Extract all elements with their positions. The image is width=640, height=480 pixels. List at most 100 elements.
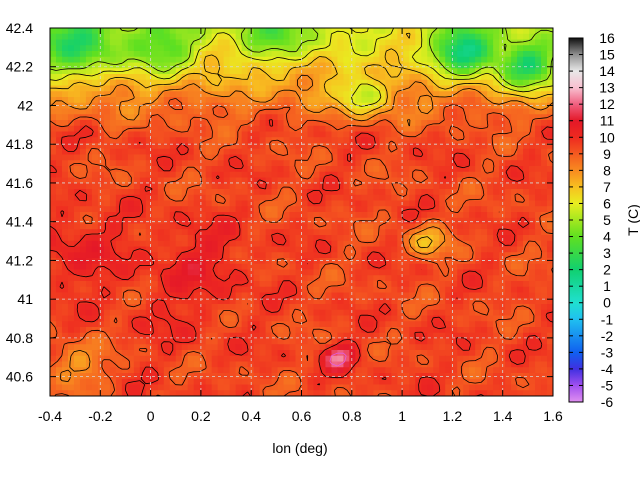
heatmap-cell [511, 102, 518, 110]
heatmap-cell [337, 183, 345, 190]
heatmap-cell [295, 350, 303, 357]
heatmap-cell [547, 361, 553, 368]
heatmap-cell [61, 131, 69, 138]
heatmap-cell [163, 292, 171, 299]
heatmap-cell [427, 166, 434, 173]
heatmap-cell [349, 217, 356, 225]
heatmap-cell [223, 281, 231, 288]
heatmap-cell [457, 62, 464, 69]
heatmap-cell [253, 269, 261, 276]
heatmap-cell [139, 263, 147, 271]
heatmap-cell [403, 28, 410, 35]
heatmap-cell [439, 189, 446, 196]
heatmap-cell [331, 39, 339, 46]
heatmap-cell [463, 166, 470, 173]
heatmap-cell [61, 33, 69, 41]
heatmap-cell [493, 223, 500, 230]
heatmap-cell [313, 298, 321, 305]
heatmap-cell [151, 68, 159, 75]
heatmap-cell [355, 183, 362, 190]
heatmap-cell [103, 56, 111, 64]
heatmap-cell [79, 235, 87, 242]
heatmap-cell [50, 160, 57, 167]
heatmap-cell [451, 315, 458, 322]
heatmap-cell [439, 183, 446, 190]
heatmap-cell [361, 281, 368, 288]
heatmap-cell [79, 120, 87, 127]
heatmap-cell [121, 269, 129, 276]
heatmap-cell [253, 361, 261, 368]
heatmap-cell [481, 327, 488, 334]
heatmap-cell [181, 355, 189, 363]
heatmap-cell [337, 79, 345, 87]
heatmap-cell [403, 252, 410, 259]
heatmap-cell [205, 240, 213, 248]
heatmap-cell [223, 223, 231, 230]
heatmap-cell [307, 258, 315, 265]
heatmap-cell [97, 143, 105, 150]
heatmap-cell [343, 160, 351, 167]
heatmap-cell [307, 292, 315, 299]
heatmap-cell [487, 85, 494, 92]
heatmap-cell [151, 263, 159, 271]
heatmap-cell [67, 212, 75, 219]
heatmap-cell [199, 183, 207, 190]
heatmap-cell [451, 108, 458, 115]
heatmap-cell [193, 281, 201, 288]
heatmap-cell [547, 350, 553, 357]
heatmap-cell [445, 263, 452, 271]
heatmap-cell [385, 28, 392, 35]
heatmap-cell [145, 338, 153, 345]
heatmap-cell [427, 183, 434, 190]
heatmap-cell [229, 91, 237, 98]
heatmap-cell [235, 33, 243, 41]
heatmap-cell [145, 206, 153, 213]
heatmap-cell [511, 183, 518, 190]
heatmap-cell [403, 56, 410, 64]
heatmap-cell [163, 355, 171, 363]
heatmap-cell [163, 45, 171, 52]
heatmap-cell [343, 194, 351, 202]
heatmap-cell [343, 281, 351, 288]
heatmap-cell [211, 51, 219, 58]
heatmap-cell [481, 131, 488, 138]
heatmap-cell [463, 154, 470, 161]
heatmap-cell [73, 45, 81, 52]
heatmap-cell [229, 246, 237, 253]
heatmap-cell [409, 154, 416, 161]
heatmap-cell [235, 229, 243, 236]
heatmap-cell [199, 286, 207, 294]
heatmap-cell [217, 327, 225, 334]
heatmap-cell [325, 246, 333, 253]
heatmap-cell [493, 183, 500, 190]
heatmap-cell [457, 97, 464, 104]
heatmap-cell [187, 252, 195, 259]
heatmap-cell [187, 160, 195, 167]
heatmap-cell [403, 137, 410, 144]
heatmap-cell [517, 355, 524, 363]
heatmap-cell [181, 189, 189, 196]
heatmap-cell [331, 240, 339, 248]
heatmap-cell [463, 212, 470, 219]
heatmap-cell [415, 286, 422, 294]
heatmap-cell [301, 223, 309, 230]
heatmap-cell [163, 120, 171, 127]
heatmap-cell [463, 304, 470, 311]
heatmap-cell [61, 246, 69, 253]
heatmap-cell [403, 33, 410, 41]
heatmap-cell [175, 361, 183, 368]
heatmap-cell [121, 321, 129, 328]
heatmap-cell [121, 275, 129, 282]
heatmap-cell [535, 350, 542, 357]
heatmap-cell [313, 177, 321, 184]
heatmap-cell [85, 91, 93, 98]
heatmap-cell [85, 229, 93, 236]
heatmap-cell [517, 154, 524, 161]
heatmap-cell [145, 125, 153, 133]
heatmap-cell [535, 217, 542, 225]
heatmap-cell [403, 143, 410, 150]
heatmap-cell [247, 131, 255, 138]
heatmap-cell [505, 183, 512, 190]
heatmap-cell [283, 269, 291, 276]
heatmap-cell [199, 143, 207, 150]
